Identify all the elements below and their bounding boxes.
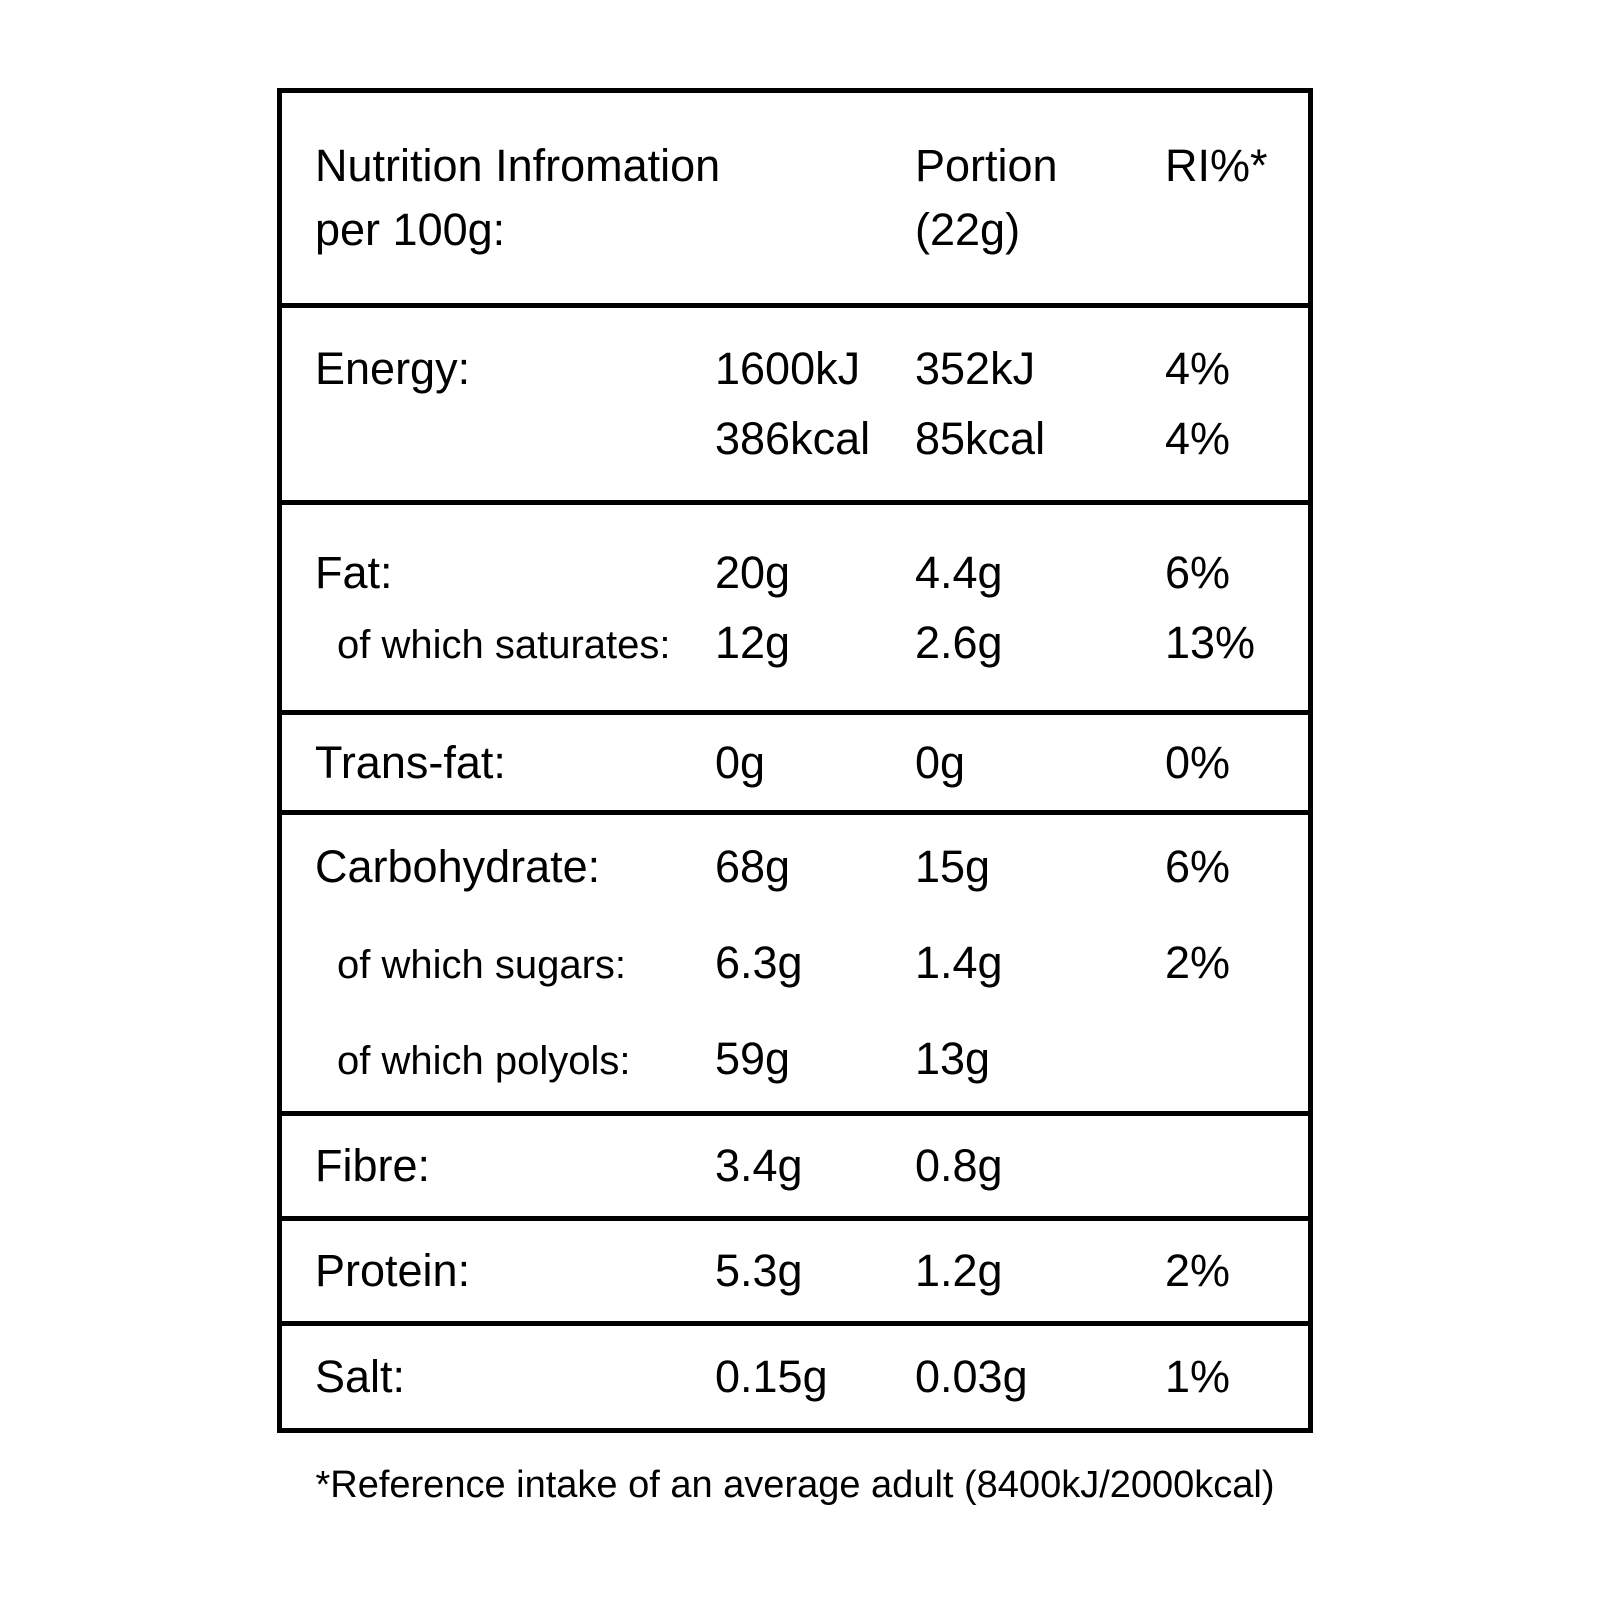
trans-fat-line: Trans-fat: 0g 0g 0% xyxy=(282,728,1308,798)
portion-value: 0.8g xyxy=(915,1140,1003,1191)
per100-value: 68g xyxy=(715,841,791,892)
energy-kcal-line: 386kcal 85kcal 4% xyxy=(282,404,1308,474)
ri-value: 13% xyxy=(1165,616,1256,668)
portion-value: 0.03g xyxy=(915,1351,1028,1402)
protein-line: Protein: 5.3g 1.2g 2% xyxy=(282,1236,1308,1306)
row-label: Protein: xyxy=(315,1245,471,1296)
reference-intake-footnote: *Reference intake of an average adult (8… xyxy=(315,1464,1275,1506)
ri-value: 1% xyxy=(1165,1351,1231,1402)
per100-value: 386kcal xyxy=(715,413,871,464)
row-sublabel: of which polyols: xyxy=(337,1039,631,1083)
per100-value: 3.4g xyxy=(715,1140,803,1191)
row-salt: Salt: 0.15g 0.03g 1% xyxy=(282,1326,1308,1428)
row-fibre: Fibre: 3.4g 0.8g xyxy=(282,1116,1308,1221)
row-label: Fibre: xyxy=(315,1140,431,1191)
fibre-line: Fibre: 3.4g 0.8g xyxy=(282,1131,1308,1201)
row-label: Trans-fat: xyxy=(315,736,506,788)
sugars-line: of which sugars: 6.3g 1.4g 2% xyxy=(282,915,1308,1011)
row-sublabel: of which sugars: xyxy=(337,943,627,987)
per100-value: 0.15g xyxy=(715,1351,828,1402)
row-carbohydrate: Carbohydrate: 68g 15g 6% of which sugars… xyxy=(282,815,1308,1116)
per100-value: 59g xyxy=(715,1033,791,1084)
ri-value: 0% xyxy=(1165,736,1231,788)
portion-value: 13g xyxy=(915,1033,991,1084)
header-title-line1: Nutrition Infromation xyxy=(315,140,721,191)
ri-value: 4% xyxy=(1165,343,1231,394)
portion-value: 85kcal xyxy=(915,413,1046,464)
per100-value: 6.3g xyxy=(715,937,803,988)
salt-line: Salt: 0.15g 0.03g 1% xyxy=(282,1342,1308,1412)
header-title-line2: per 100g: xyxy=(315,204,506,255)
nutrition-table: Nutrition Infromation Portion RI%* per 1… xyxy=(277,88,1313,1433)
per100-value: 20g xyxy=(715,546,791,598)
ri-value: 6% xyxy=(1165,841,1231,892)
row-label: Carbohydrate: xyxy=(315,841,601,892)
polyols-line: of which polyols: 59g 13g xyxy=(282,1011,1308,1107)
energy-kj-line: Energy: 1600kJ 352kJ 4% xyxy=(282,334,1308,404)
portion-value: 0g xyxy=(915,736,966,788)
per100-value: 0g xyxy=(715,736,766,788)
per100-value: 5.3g xyxy=(715,1245,803,1296)
row-label: Fat: xyxy=(315,546,393,598)
header-portion-line1: Portion xyxy=(915,140,1058,191)
ri-value: 4% xyxy=(1165,413,1231,464)
portion-value: 352kJ xyxy=(915,343,1036,394)
row-protein: Protein: 5.3g 1.2g 2% xyxy=(282,1221,1308,1326)
row-sublabel: of which saturates: xyxy=(337,622,671,667)
per100-value: 1600kJ xyxy=(715,343,861,394)
portion-value: 2.6g xyxy=(915,616,1003,668)
header-line-1: Nutrition Infromation Portion RI%* xyxy=(282,134,1308,198)
header-ri-label: RI%* xyxy=(1165,140,1268,191)
ri-value: 2% xyxy=(1165,937,1231,988)
header-line-2: per 100g: (22g) xyxy=(282,198,1308,262)
ri-value: 6% xyxy=(1165,546,1231,598)
table-header: Nutrition Infromation Portion RI%* per 1… xyxy=(282,93,1308,308)
saturates-line: of which saturates: 12g 2.6g 13% xyxy=(282,608,1308,678)
portion-value: 4.4g xyxy=(915,546,1003,598)
carbohydrate-line: Carbohydrate: 68g 15g 6% xyxy=(282,819,1308,915)
per100-value: 12g xyxy=(715,616,791,668)
row-label: Salt: xyxy=(315,1351,406,1402)
fat-line: Fat: 20g 4.4g 6% xyxy=(282,538,1308,608)
row-label: Energy: xyxy=(315,343,471,394)
portion-value: 1.4g xyxy=(915,937,1003,988)
row-trans-fat: Trans-fat: 0g 0g 0% xyxy=(282,715,1308,815)
ri-value: 2% xyxy=(1165,1245,1231,1296)
header-portion-line2: (22g) xyxy=(915,204,1021,255)
portion-value: 1.2g xyxy=(915,1245,1003,1296)
row-energy: Energy: 1600kJ 352kJ 4% 386kcal 85kcal 4… xyxy=(282,308,1308,505)
row-fat: Fat: 20g 4.4g 6% of which saturates: 12g… xyxy=(282,505,1308,715)
portion-value: 15g xyxy=(915,841,991,892)
